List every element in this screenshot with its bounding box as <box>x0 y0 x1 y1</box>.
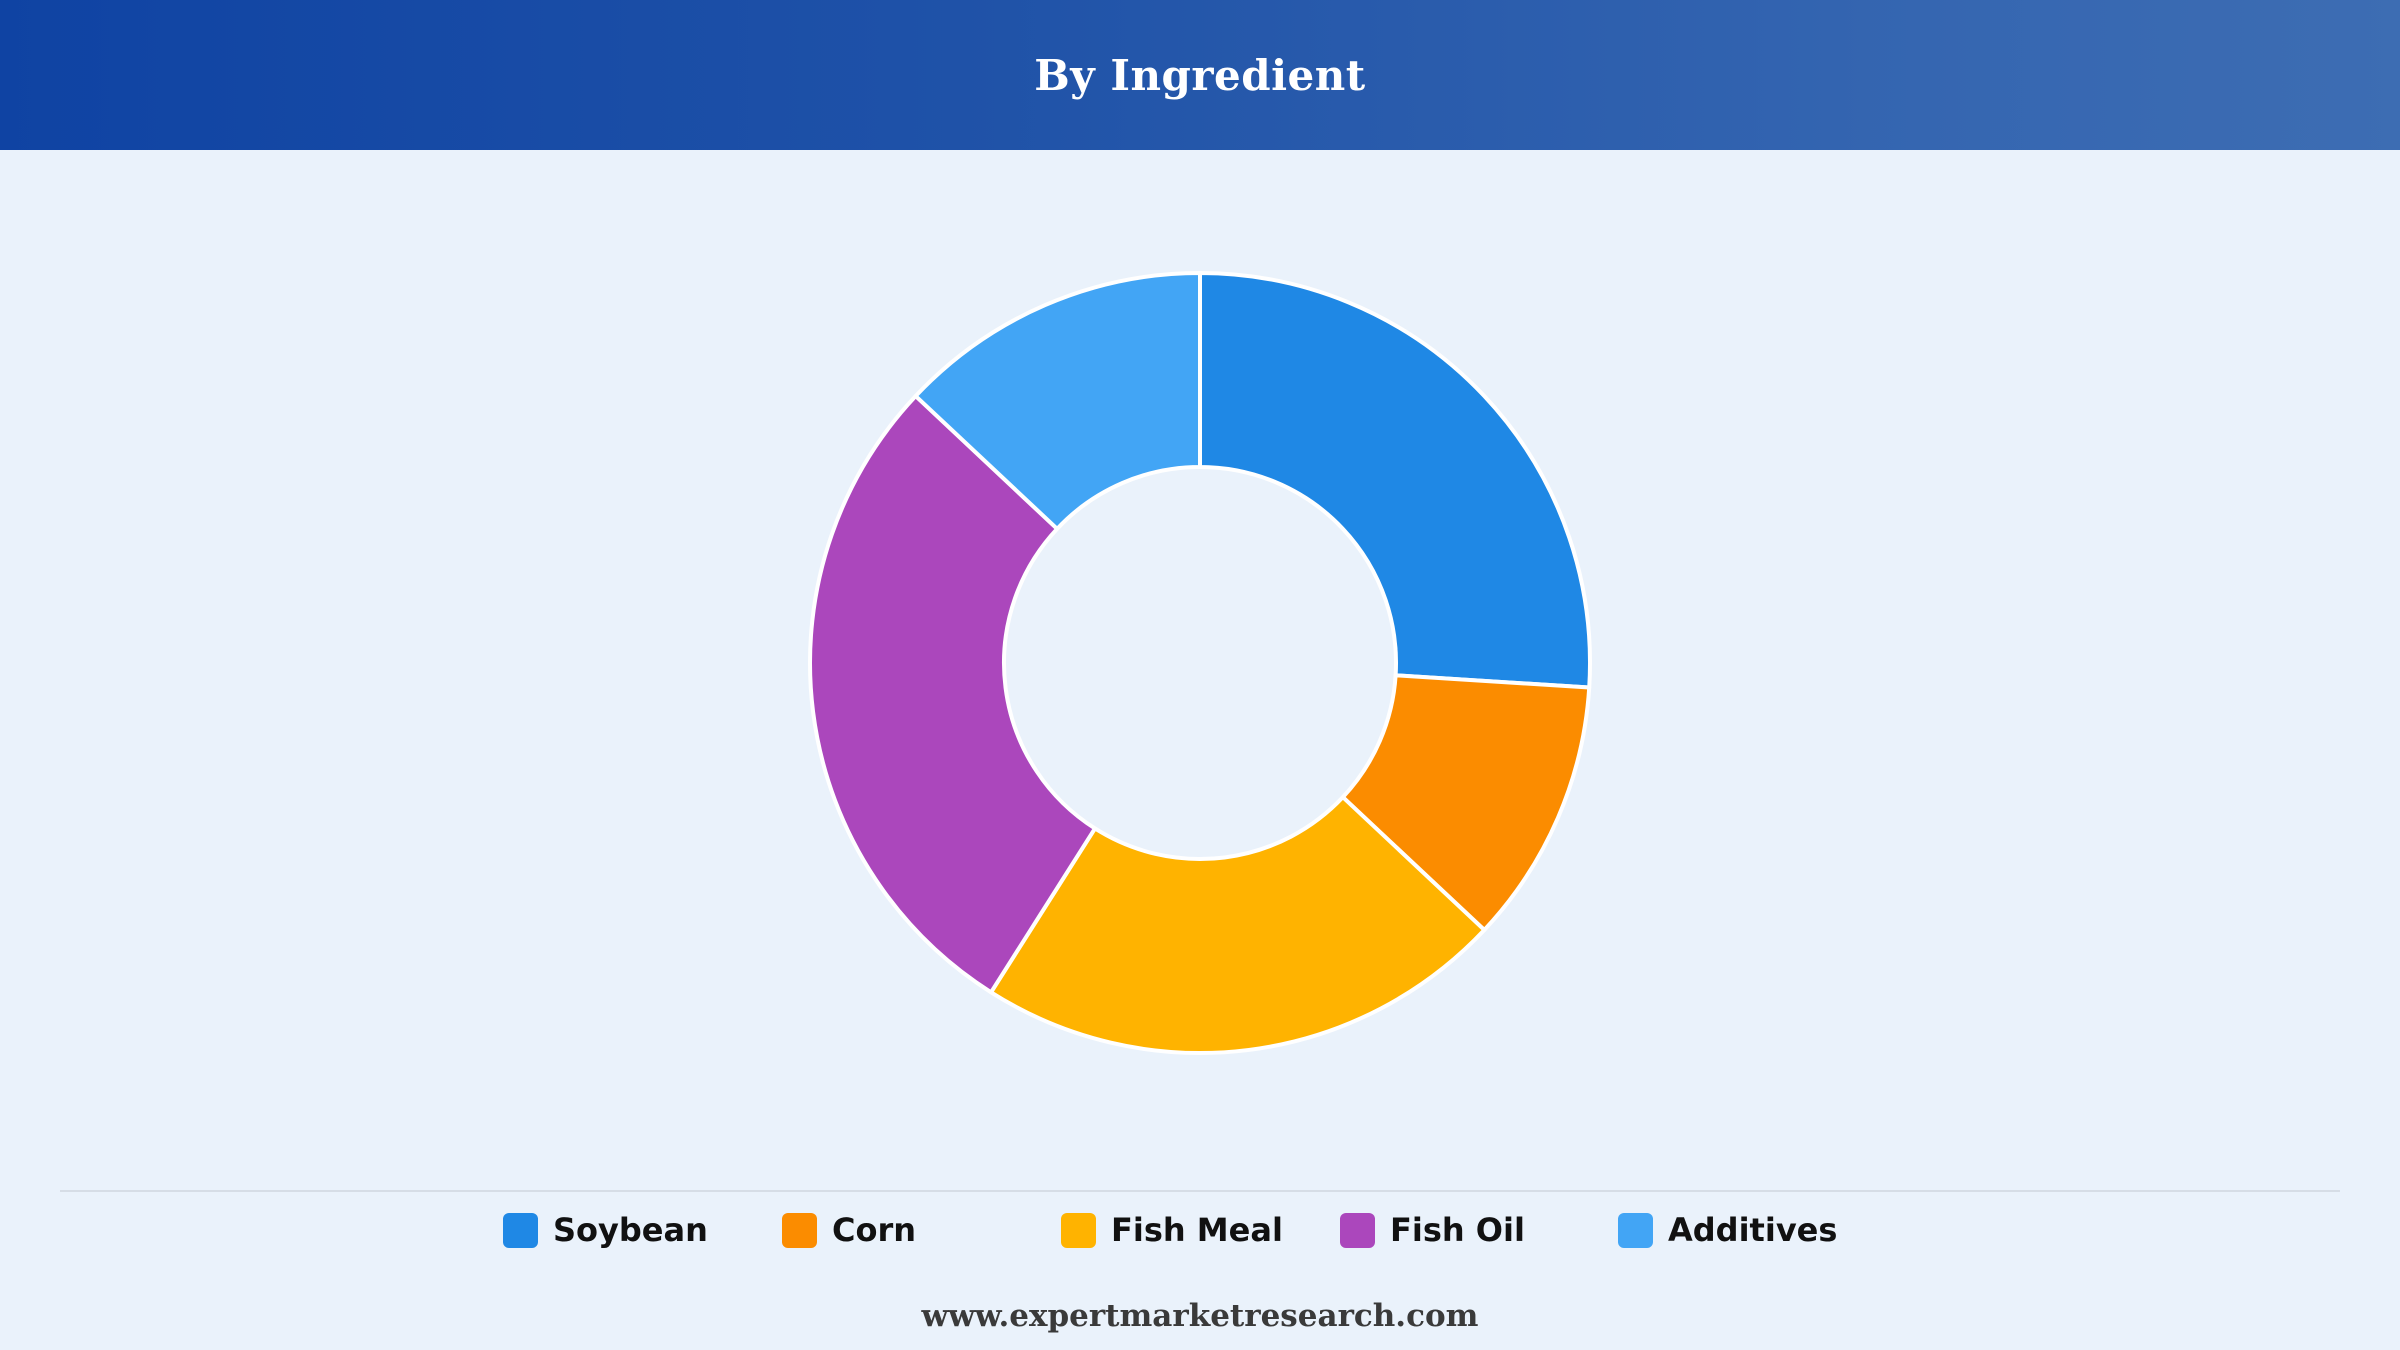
chart-header: By Ingredient <box>0 0 2400 150</box>
legend-swatch <box>1340 1212 1375 1248</box>
legend-label: Additives <box>1668 1211 1838 1249</box>
legend-swatch <box>1061 1212 1096 1248</box>
source-url: www.expertmarketresearch.com <box>921 1298 1479 1334</box>
chart-title: By Ingredient <box>1034 50 1366 100</box>
legend-item-fish-meal[interactable]: Fish Meal <box>1061 1205 1283 1255</box>
legend-divider <box>60 1190 2340 1192</box>
legend-label: Fish Meal <box>1111 1211 1283 1249</box>
donut-slice-fish-oil[interactable] <box>808 394 1097 995</box>
donut-chart <box>808 271 1592 1055</box>
legend-item-soybean[interactable]: Soybean <box>503 1205 708 1255</box>
legend-swatch <box>503 1212 538 1248</box>
legend-item-additives[interactable]: Additives <box>1618 1205 1837 1255</box>
chart-legend: Soybean Corn Fish Meal Fish Oil Additive… <box>0 1205 2400 1255</box>
donut-slice-soybean[interactable] <box>1198 271 1592 690</box>
donut-slice-fish-meal[interactable] <box>989 795 1487 1055</box>
legend-label: Soybean <box>553 1211 708 1249</box>
donut-slice-additives[interactable] <box>913 271 1202 531</box>
donut-slice-corn[interactable] <box>1340 673 1592 932</box>
legend-label: Fish Oil <box>1390 1211 1525 1249</box>
legend-swatch <box>1618 1212 1653 1248</box>
legend-item-corn[interactable]: Corn <box>782 1205 916 1255</box>
legend-label: Corn <box>832 1211 917 1249</box>
legend-swatch <box>782 1212 817 1248</box>
legend-item-fish-oil[interactable]: Fish Oil <box>1340 1205 1525 1255</box>
